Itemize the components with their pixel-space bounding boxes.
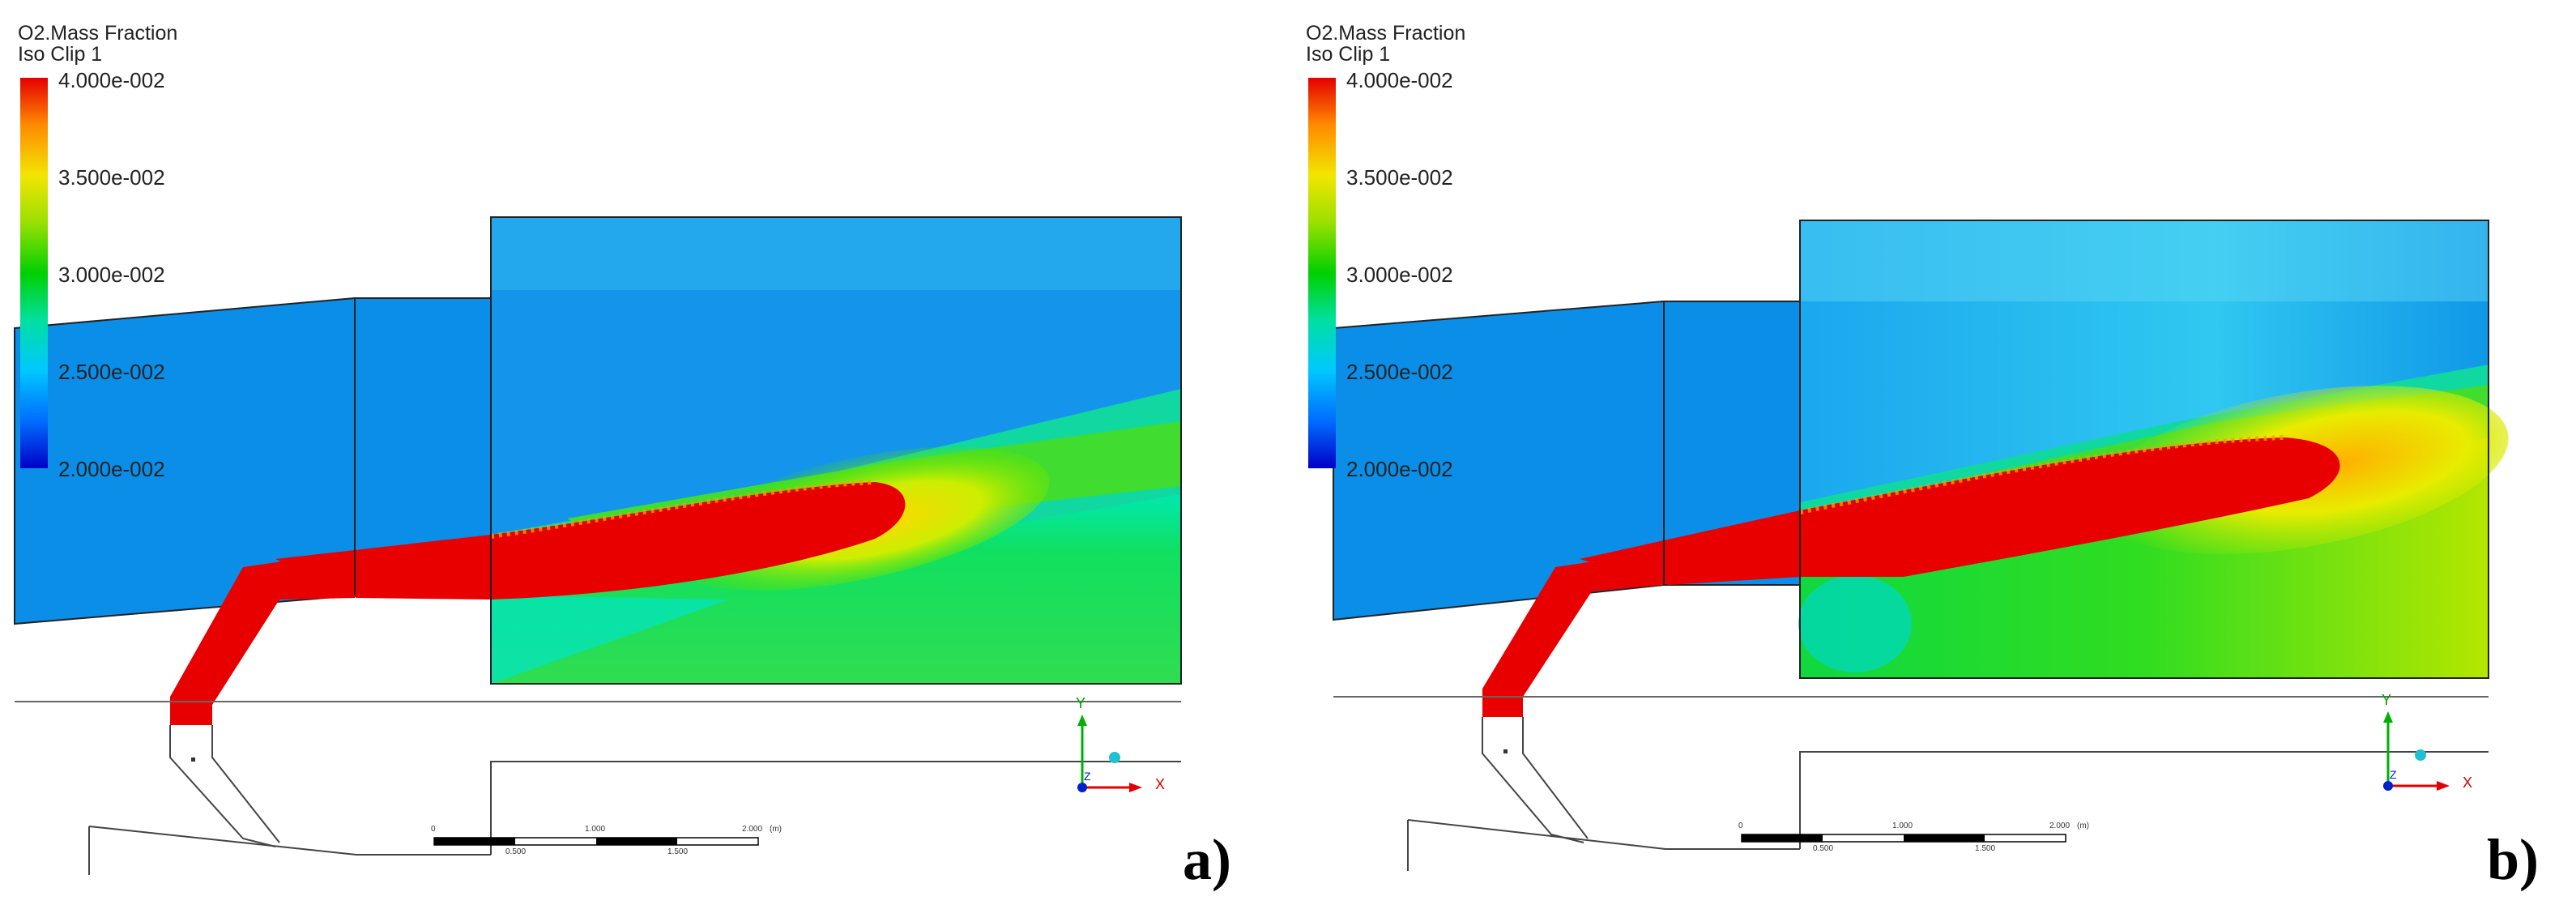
panel-label: b) (2487, 827, 2540, 892)
scale-unit: (m) (2077, 822, 2089, 830)
panel-a: O2.Mass Fraction Iso Clip 1 4.000e-002 3… (14, 22, 1231, 892)
axis-z-label: Z (1084, 770, 1091, 783)
scale-label: 1.500 (1975, 844, 1996, 853)
legend-tick: 2.000e-002 (1346, 457, 1453, 481)
legend-object: Iso Clip 1 (1306, 43, 1391, 66)
legend-tick: 4.000e-002 (58, 68, 165, 92)
scale-label: 1.000 (585, 825, 606, 834)
scale-label: 2.000 (2049, 822, 2071, 830)
axis-z-label: Z (2390, 768, 2397, 781)
panel-label: a) (1183, 827, 1231, 892)
panel-b: O2.Mass Fraction Iso Clip 1 4.000e-002 3… (1288, 0, 2576, 909)
jet-plume-b (1580, 437, 2340, 585)
axis-triad-a (1077, 715, 1142, 792)
scale-label: 0 (431, 825, 436, 834)
axis-triad-b (2383, 711, 2450, 791)
axis-x-label: X (2463, 775, 2473, 791)
scale-unit: (m) (770, 825, 782, 834)
nozzle-pipe-b (1482, 551, 1664, 717)
legend-tick: 3.000e-002 (1346, 262, 1453, 287)
scale-label: 1.000 (1892, 822, 1913, 830)
legend-tick: 3.500e-002 (1346, 165, 1453, 190)
nozzle-pipe-a (170, 551, 355, 725)
scale-label: 2.000 (742, 825, 763, 834)
legend-tick: 3.500e-002 (58, 165, 165, 190)
legend-tick: 4.000e-002 (1346, 68, 1453, 92)
jet-plume-a (275, 482, 906, 600)
legend-tick: 2.500e-002 (58, 360, 165, 384)
legend-colorbar (20, 78, 48, 468)
axis-x-label: X (1155, 776, 1166, 792)
scale-label: 1.500 (667, 847, 689, 856)
cfd-contour-b (1333, 220, 2509, 871)
axis-y-label: Y (2382, 692, 2392, 708)
scale-label: 0.500 (505, 847, 527, 856)
legend-tick: 2.000e-002 (58, 457, 165, 481)
legend-variable: O2.Mass Fraction (18, 22, 178, 45)
legend-variable: O2.Mass Fraction (1306, 22, 1466, 45)
scale-label: 0.500 (1813, 844, 1834, 853)
legend-colorbar (1308, 78, 1336, 468)
cfd-contour-a (14, 216, 1182, 875)
legend-tick: 2.500e-002 (1346, 360, 1453, 384)
legend-object: Iso Clip 1 (18, 43, 103, 66)
axis-y-label: Y (1076, 695, 1086, 711)
scale-label: 0 (1738, 822, 1743, 830)
legend-tick: 3.000e-002 (58, 262, 165, 287)
